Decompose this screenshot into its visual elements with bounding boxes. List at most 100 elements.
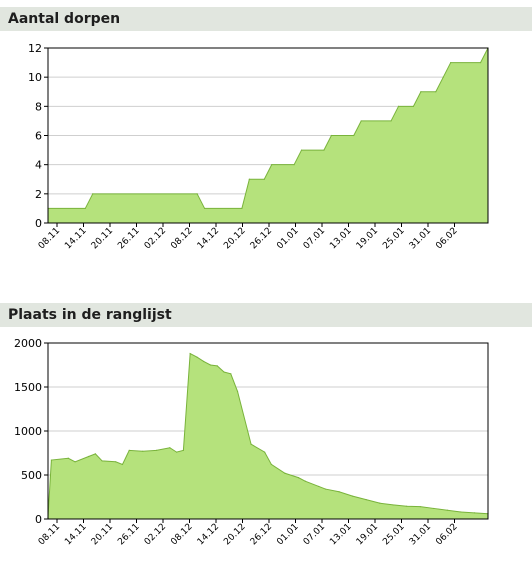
- y-tick-label: 4: [35, 159, 42, 172]
- data-point: [196, 356, 198, 358]
- x-tick-label: 25.01: [381, 522, 406, 547]
- x-tick-label: 14.12: [196, 226, 221, 251]
- x-tick-label: 14.12: [196, 522, 221, 547]
- y-tick-label: 8: [35, 100, 42, 113]
- x-tick-label: 02.12: [143, 522, 168, 547]
- data-point: [435, 91, 437, 93]
- x-tick-label: 25.01: [381, 226, 406, 251]
- data-point: [101, 460, 103, 462]
- data-point: [304, 480, 306, 482]
- data-point: [263, 178, 265, 180]
- x-tick-label: 02.12: [143, 226, 168, 251]
- y-tick-label: 0: [35, 513, 42, 526]
- x-tick-label: 31.01: [408, 226, 433, 251]
- y-tick-label: 6: [35, 130, 42, 143]
- x-tick-label: 01.01: [275, 522, 300, 547]
- x-tick-label: 26.12: [249, 226, 274, 251]
- data-point: [204, 207, 206, 210]
- data-point: [270, 463, 272, 466]
- x-tick-label: 26.11: [116, 226, 141, 251]
- data-point: [196, 193, 198, 195]
- area-series: [47, 352, 489, 520]
- data-point: [241, 207, 243, 210]
- panel-title: Aantal dorpen: [8, 11, 121, 27]
- x-tick-label: 13.01: [328, 522, 353, 547]
- data-point: [352, 495, 354, 497]
- data-point: [446, 509, 448, 511]
- x-tick-label: 07.01: [302, 226, 327, 251]
- x-tick-label: 13.01: [328, 226, 353, 251]
- data-point: [74, 461, 76, 463]
- data-point: [460, 511, 462, 513]
- x-tick-label: 14.11: [63, 226, 88, 251]
- data-point: [365, 499, 367, 501]
- chart-panel-rank: Plaats in de ranglijst 0 500 1000 1500 2000 0…: [0, 303, 532, 576]
- x-tick-label: 20.12: [222, 522, 247, 547]
- data-point: [360, 120, 362, 122]
- x-tick-label: 06.02: [434, 226, 459, 251]
- y-tick-label: 500: [21, 469, 42, 482]
- data-point: [88, 455, 90, 458]
- data-point: [479, 61, 482, 64]
- y-tick-label: 1500: [14, 381, 42, 394]
- data-point: [406, 505, 408, 507]
- y-tick-label: 2: [35, 188, 42, 201]
- data-point: [420, 91, 422, 93]
- plot-frame: [47, 47, 489, 224]
- data-point: [94, 453, 96, 455]
- data-point: [390, 120, 392, 122]
- y-tick-label: 2000: [14, 337, 42, 350]
- data-point: [189, 352, 191, 355]
- data-point: [442, 76, 444, 78]
- chart-panel-villages: Aantal dorpen 0 2 4 6 8 10 12 08.11 14.11 20.11 26…: [0, 7, 532, 275]
- data-point: [433, 507, 435, 510]
- data-point: [84, 207, 86, 210]
- data-point: [297, 477, 300, 479]
- data-point: [209, 364, 212, 366]
- data-point: [318, 485, 320, 488]
- data-point: [324, 488, 327, 490]
- x-tick-label: 01.01: [275, 226, 300, 251]
- data-point: [450, 61, 452, 64]
- data-point: [115, 461, 117, 463]
- data-point: [230, 373, 232, 375]
- x-tick-label: 14.11: [63, 522, 88, 547]
- data-point: [216, 365, 218, 367]
- x-tick-label: 06.02: [434, 522, 459, 547]
- data-point: [142, 450, 144, 452]
- data-point: [50, 459, 52, 461]
- y-tick-label: 12: [28, 42, 42, 55]
- data-point: [128, 449, 130, 451]
- data-point: [353, 134, 355, 137]
- data-point: [284, 472, 286, 474]
- x-tick-label: 20.11: [90, 226, 115, 251]
- x-tick-label: 20.11: [90, 522, 115, 547]
- x-tick-label: 19.01: [355, 522, 380, 547]
- data-point: [338, 491, 340, 493]
- x-tick-label: 08.12: [169, 522, 194, 547]
- x-tick-label: 26.11: [116, 522, 141, 547]
- x-tick-label: 31.01: [408, 522, 433, 547]
- data-point: [236, 390, 239, 392]
- data-point: [155, 449, 157, 451]
- data-point: [271, 164, 273, 166]
- data-point: [330, 134, 332, 137]
- plot-frame: [47, 342, 489, 520]
- y-tick-label: 10: [28, 71, 42, 84]
- y-tick-label: 0: [35, 217, 42, 230]
- x-tick-label: 20.12: [222, 226, 247, 251]
- data-point: [379, 502, 381, 504]
- data-point: [203, 360, 205, 363]
- data-point: [300, 149, 303, 151]
- data-point: [250, 443, 252, 445]
- data-point: [392, 504, 394, 506]
- data-point: [248, 178, 250, 180]
- data-point: [169, 447, 171, 449]
- x-tick-label: 26.12: [249, 522, 274, 547]
- panel-title: Plaats in de ranglijst: [8, 307, 172, 323]
- data-point: [419, 506, 421, 508]
- x-tick-label: 07.01: [302, 522, 327, 547]
- panel-header: Aantal dorpen: [0, 7, 532, 31]
